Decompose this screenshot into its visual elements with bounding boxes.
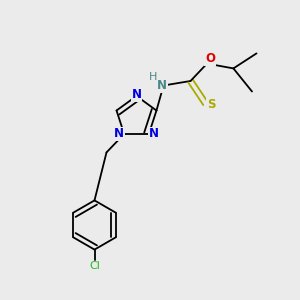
Text: H: H <box>149 72 157 82</box>
Text: N: N <box>157 79 167 92</box>
Text: N: N <box>114 128 124 140</box>
Text: N: N <box>149 128 159 140</box>
Text: S: S <box>207 98 216 112</box>
Text: N: N <box>131 88 142 101</box>
Text: O: O <box>205 52 215 65</box>
Text: Cl: Cl <box>89 261 100 272</box>
